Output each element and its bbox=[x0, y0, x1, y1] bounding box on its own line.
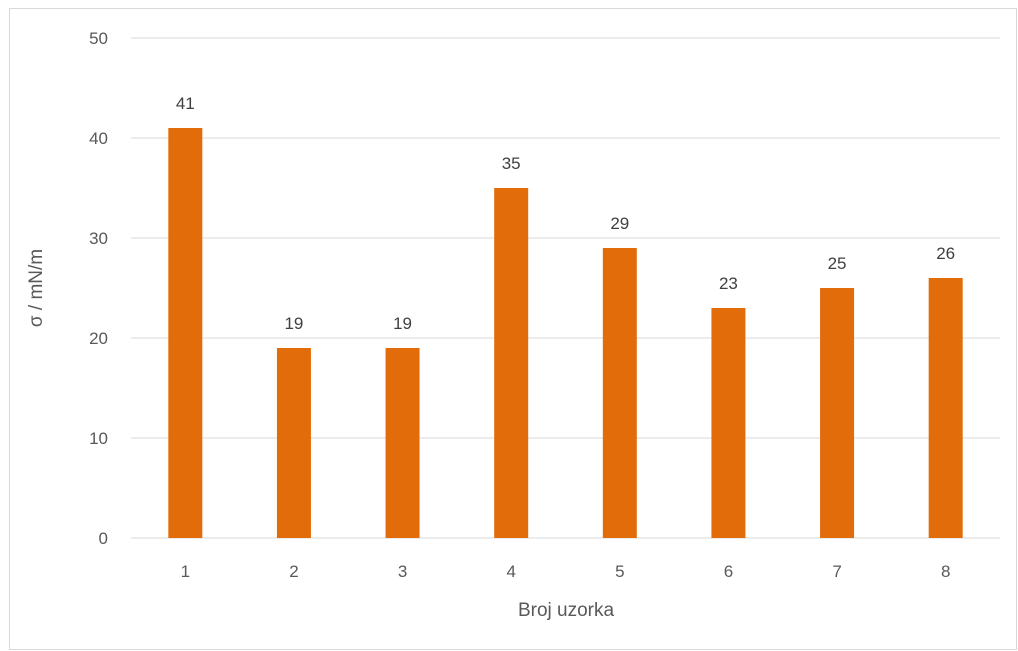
data-label: 26 bbox=[936, 244, 955, 263]
data-label: 35 bbox=[502, 154, 521, 173]
data-label: 19 bbox=[393, 314, 412, 333]
bars bbox=[168, 128, 963, 538]
x-tick-label: 5 bbox=[615, 562, 624, 581]
data-label: 41 bbox=[176, 94, 195, 113]
bar bbox=[711, 308, 746, 538]
x-axis-ticks: 1 2 3 4 5 6 7 8 bbox=[181, 562, 951, 581]
y-tick-label: 40 bbox=[89, 129, 108, 148]
bar bbox=[168, 128, 203, 538]
y-axis-ticks: 0 10 20 30 40 50 bbox=[89, 29, 108, 548]
gridlines bbox=[131, 37, 1000, 539]
y-tick-label: 10 bbox=[89, 429, 108, 448]
x-tick-label: 8 bbox=[941, 562, 950, 581]
bar bbox=[820, 288, 855, 538]
bar bbox=[494, 188, 529, 538]
y-tick-label: 20 bbox=[89, 329, 108, 348]
y-axis-title: σ / mN/m bbox=[26, 249, 47, 327]
y-tick-label: 30 bbox=[89, 229, 108, 248]
bar bbox=[276, 348, 311, 538]
x-tick-label: 7 bbox=[832, 562, 841, 581]
data-label: 25 bbox=[828, 254, 847, 273]
bar bbox=[928, 278, 963, 538]
y-tick-label: 0 bbox=[99, 529, 108, 548]
bar bbox=[385, 348, 420, 538]
x-tick-label: 1 bbox=[181, 562, 190, 581]
data-label: 19 bbox=[284, 314, 303, 333]
data-label: 29 bbox=[610, 214, 629, 233]
x-tick-label: 4 bbox=[506, 562, 515, 581]
x-tick-label: 3 bbox=[398, 562, 407, 581]
x-axis-title: Broj uzorka bbox=[518, 600, 615, 621]
x-tick-label: 2 bbox=[289, 562, 298, 581]
x-tick-label: 6 bbox=[724, 562, 733, 581]
bar bbox=[602, 248, 637, 538]
data-label: 23 bbox=[719, 274, 738, 293]
data-labels: 41 19 19 35 29 23 25 26 bbox=[176, 94, 955, 333]
y-tick-label: 50 bbox=[89, 29, 108, 48]
